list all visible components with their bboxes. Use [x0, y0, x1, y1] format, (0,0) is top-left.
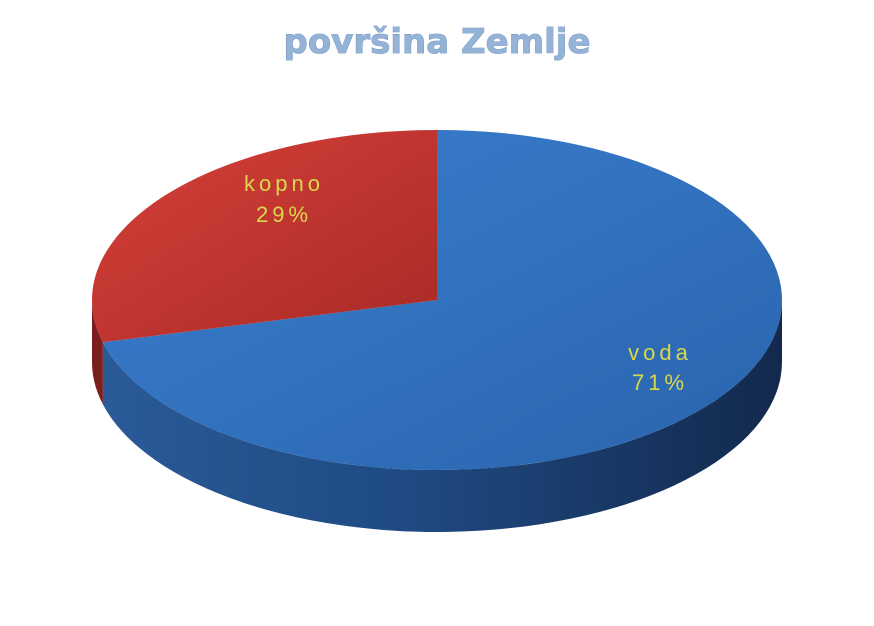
slice-label-voda: voda [628, 340, 692, 365]
slice-label-kopno: kopno [244, 171, 324, 196]
pie-side-kopno [92, 300, 103, 405]
pie-slice-voda [102, 130, 783, 470]
chart-title: površina Zemlje [283, 22, 590, 62]
slice-value-kopno: 29% [256, 202, 312, 227]
pie-top [91, 130, 783, 470]
pie-slice-kopno [91, 130, 437, 343]
data-label-kopno: kopno 29% [244, 171, 324, 227]
data-label-voda: voda 71% [628, 340, 692, 395]
pie-side-wall [92, 300, 782, 532]
slice-value-voda: 71% [632, 370, 688, 395]
pie-side-voda [102, 300, 782, 532]
